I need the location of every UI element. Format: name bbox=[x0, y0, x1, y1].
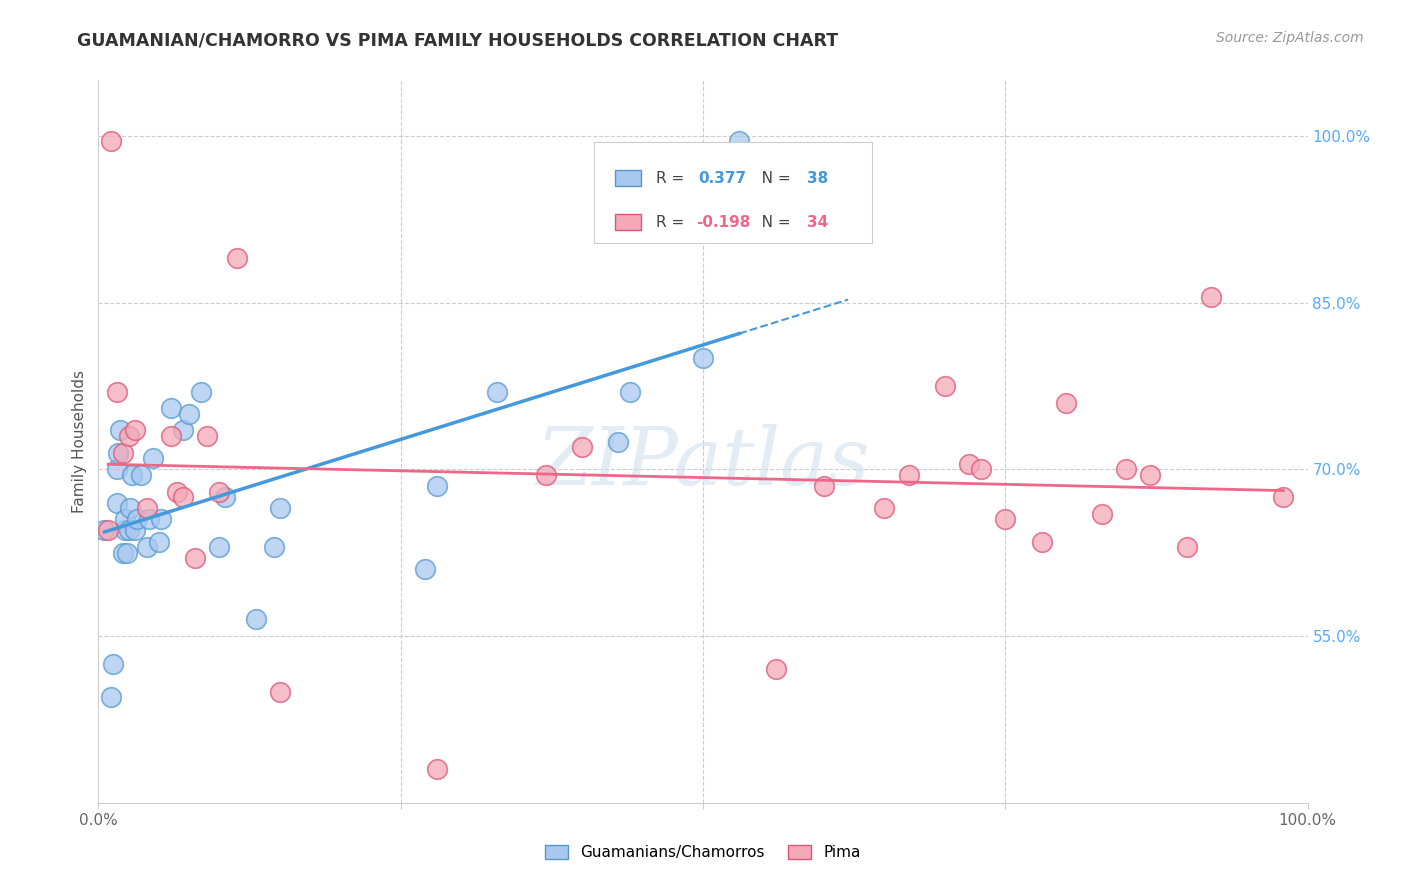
Point bbox=[619, 384, 641, 399]
Point bbox=[135, 540, 157, 554]
Point bbox=[413, 562, 436, 576]
Point bbox=[105, 384, 128, 399]
Point bbox=[571, 440, 593, 454]
Legend: Guamanians/Chamorros, Pima: Guamanians/Chamorros, Pima bbox=[546, 845, 860, 860]
Text: ZIPatlas: ZIPatlas bbox=[536, 425, 870, 502]
Point bbox=[214, 490, 236, 504]
Point bbox=[184, 551, 207, 566]
Text: R =: R = bbox=[655, 170, 689, 186]
Text: 38: 38 bbox=[807, 170, 828, 186]
Point bbox=[1091, 507, 1114, 521]
Point bbox=[1115, 462, 1137, 476]
Text: GUAMANIAN/CHAMORRO VS PIMA FAMILY HOUSEHOLDS CORRELATION CHART: GUAMANIAN/CHAMORRO VS PIMA FAMILY HOUSEH… bbox=[77, 31, 838, 49]
Point bbox=[118, 524, 141, 538]
Text: R =: R = bbox=[655, 215, 689, 230]
Point bbox=[172, 424, 194, 438]
Point bbox=[534, 467, 557, 482]
Point bbox=[124, 424, 146, 438]
Point bbox=[208, 484, 231, 499]
Point bbox=[263, 540, 285, 554]
Point bbox=[107, 445, 129, 459]
Point bbox=[150, 512, 173, 526]
Point bbox=[124, 524, 146, 538]
Point bbox=[100, 135, 122, 149]
Point bbox=[111, 546, 134, 560]
Point bbox=[269, 501, 291, 516]
Point bbox=[135, 501, 157, 516]
FancyBboxPatch shape bbox=[595, 142, 872, 243]
Point bbox=[160, 429, 183, 443]
Point bbox=[486, 384, 509, 399]
FancyBboxPatch shape bbox=[614, 170, 641, 186]
Point bbox=[1031, 534, 1053, 549]
Point bbox=[108, 424, 131, 438]
Point bbox=[208, 540, 231, 554]
Text: 34: 34 bbox=[807, 215, 828, 230]
Text: -0.198: -0.198 bbox=[696, 215, 751, 230]
Point bbox=[1054, 395, 1077, 409]
Point bbox=[166, 484, 188, 499]
FancyBboxPatch shape bbox=[614, 214, 641, 230]
Point bbox=[1272, 490, 1295, 504]
Text: N =: N = bbox=[747, 215, 794, 230]
Point bbox=[101, 657, 124, 671]
Point bbox=[105, 462, 128, 476]
Point bbox=[142, 451, 165, 466]
Point bbox=[970, 462, 993, 476]
Point bbox=[692, 351, 714, 366]
Point bbox=[269, 684, 291, 698]
Point bbox=[957, 457, 980, 471]
Point bbox=[121, 467, 143, 482]
Point bbox=[1175, 540, 1198, 554]
Point bbox=[1199, 290, 1222, 304]
Point bbox=[179, 407, 201, 421]
Point bbox=[138, 512, 160, 526]
Point bbox=[897, 467, 920, 482]
Point bbox=[426, 763, 449, 777]
Point bbox=[127, 512, 149, 526]
Point bbox=[1139, 467, 1161, 482]
Point bbox=[426, 479, 449, 493]
Point bbox=[994, 512, 1017, 526]
Point bbox=[934, 379, 956, 393]
Point bbox=[129, 467, 152, 482]
Point bbox=[813, 479, 835, 493]
Point bbox=[105, 496, 128, 510]
Point bbox=[148, 534, 170, 549]
Point bbox=[93, 524, 115, 538]
Point bbox=[97, 524, 120, 538]
Point bbox=[226, 251, 249, 265]
Text: N =: N = bbox=[747, 170, 794, 186]
Point bbox=[195, 429, 218, 443]
Point bbox=[172, 490, 194, 504]
Text: 0.377: 0.377 bbox=[699, 170, 747, 186]
Point bbox=[114, 524, 136, 538]
Point bbox=[190, 384, 212, 399]
Point bbox=[873, 501, 896, 516]
Point bbox=[114, 512, 136, 526]
Point bbox=[100, 690, 122, 705]
Point bbox=[765, 662, 787, 676]
Text: Source: ZipAtlas.com: Source: ZipAtlas.com bbox=[1216, 31, 1364, 45]
Point bbox=[245, 612, 267, 626]
Point bbox=[118, 429, 141, 443]
Point bbox=[607, 434, 630, 449]
Point bbox=[118, 501, 141, 516]
Point bbox=[111, 445, 134, 459]
Point bbox=[160, 401, 183, 416]
Point bbox=[117, 546, 139, 560]
Point bbox=[728, 135, 751, 149]
Y-axis label: Family Households: Family Households bbox=[72, 370, 87, 513]
